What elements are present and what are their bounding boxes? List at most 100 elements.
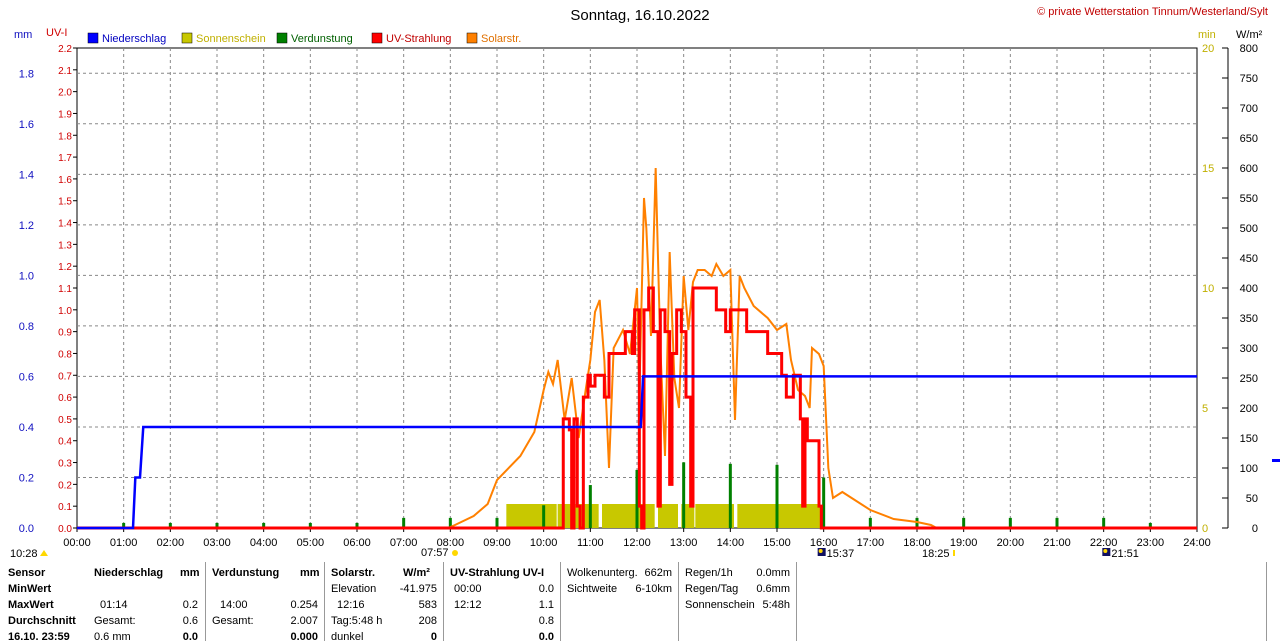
tick-mm: 1.2 (19, 220, 34, 232)
tick-x: 02:00 (157, 537, 185, 549)
sonnenschein-bar (658, 504, 678, 528)
verdunstung-bar (122, 522, 126, 528)
moon-dot (1103, 549, 1108, 553)
legend: Niederschlag Sonnenschein Verdunstung UV-St… (87, 32, 521, 45)
axis-mm-label: mm (14, 29, 32, 41)
sonnenschein-bar (506, 504, 557, 528)
row-label-min: MinWert (8, 583, 52, 595)
tick-wm2: 750 (1240, 73, 1258, 85)
axis-wm2-label: W/m² (1236, 29, 1263, 41)
solar-unit: W/m² (403, 567, 430, 579)
tick-uv: 1.5 (58, 197, 72, 208)
verdunstung-header: Verdunstung (212, 567, 280, 579)
tick-wm2: 700 (1240, 103, 1258, 115)
legend-swatch-2 (276, 32, 288, 44)
verdunstung-bar (682, 462, 686, 528)
tick-x: 20:00 (997, 537, 1025, 549)
verdunstung-panel: Verdunstung mm 14:00 0.254 Gesamt: 2.007… (205, 562, 324, 643)
tick-wm2: 150 (1240, 433, 1258, 445)
solar-panel: Solarstr. W/m² Elevation -41.975 12:16 5… (324, 562, 443, 643)
tick-x: 24:00 (1183, 537, 1211, 549)
sun-icon (40, 550, 48, 556)
sichtweite-label: Sichtweite (567, 583, 618, 595)
moon-dot (818, 549, 823, 553)
tick-uv: 0.5 (58, 415, 72, 426)
verdunstung-gesamt-value: 2.007 (290, 615, 318, 627)
verdunstung-bar (775, 464, 779, 528)
event-markers: 10:28 07:57 15:37 18:25 21:51 (10, 547, 1139, 560)
regen-panel: Regen/1h 0.0mm Regen/Tag 0.6mm Sonnensch… (678, 562, 796, 641)
sun-icon (452, 550, 458, 556)
verdunstung-bar (822, 477, 826, 528)
solar-elev-label: Elevation (331, 583, 377, 595)
axis-ticks: 0.0 0.2 0.4 0.6 0.8 1.0 1.2 1.4 1.6 1.8 0.0 0.1 0.2 0… (19, 43, 1258, 549)
regen-1h-label: Regen/1h (685, 567, 733, 579)
tick-x: 03:00 (203, 537, 231, 549)
legend-label-1: Sonnenschein (196, 33, 266, 45)
uv-max-time: 12:12 (454, 599, 482, 611)
verdunstung-bar (448, 517, 452, 528)
weather-chart: Sonntag, 16.10.2022 © private Wetterstat… (10, 6, 1280, 560)
tick-x: 10:00 (530, 537, 558, 549)
verdunstung-unit: mm (300, 567, 320, 579)
verdunstung-bar (588, 485, 592, 528)
sonnenschein-bar (602, 504, 655, 528)
verdunstung-bar (635, 469, 639, 528)
solar-dunkel-label: dunkel (331, 631, 364, 643)
niederschlag-now-extra: 0.0 (182, 631, 198, 643)
tick-wm2: 250 (1240, 373, 1258, 385)
tick-uv: 1.8 (58, 131, 72, 142)
tick-min: 5 (1202, 403, 1208, 415)
uv-now-value: 0.0 (538, 631, 554, 643)
solar-max-value: 583 (418, 599, 437, 611)
tick-wm2: 800 (1240, 43, 1258, 55)
tick-wm2: 200 (1240, 403, 1258, 415)
tick-mm: 1.6 (19, 119, 34, 131)
regen-1h-value: 0.0mm (756, 567, 790, 579)
solar-dunkel-value: 0 (430, 631, 437, 643)
row-label-now: 16.10. 23:59 (8, 631, 70, 643)
wolken-label: Wolkenunterg. (567, 567, 638, 579)
legend-swatch-4 (466, 32, 478, 44)
niederschlag-unit: mm (180, 567, 200, 579)
event-time-1: 07:57 (421, 547, 449, 559)
regen-tag-label: Regen/Tag (685, 583, 739, 595)
tick-uv: 0.7 (58, 371, 72, 382)
tick-x: 09:00 (483, 537, 511, 549)
legend-label-3: UV-Strahlung (386, 33, 451, 45)
tick-uv: 0.9 (58, 328, 72, 339)
uv-min-value: 0.0 (538, 583, 554, 595)
uv-max-value: 1.1 (538, 599, 554, 611)
scroll-marker (1272, 459, 1280, 462)
verdunstung-bar (962, 517, 966, 528)
tick-mm: 0.2 (19, 472, 34, 484)
tick-mm: 1.0 (19, 270, 34, 282)
tick-min: 20 (1202, 43, 1214, 55)
tick-uv: 0.4 (58, 437, 72, 448)
axis-uv-label: UV-I (46, 27, 67, 39)
niederschlag-panel: Niederschlag mm 01:14 0.2 Gesamt: 0.6 0.… (90, 562, 204, 643)
tick-wm2: 100 (1240, 463, 1258, 475)
sonnenschein-label: Sonnenschein (685, 599, 755, 611)
empty-panel (796, 562, 1267, 641)
tick-x: 21:00 (1043, 537, 1071, 549)
tick-wm2: 650 (1240, 133, 1258, 145)
tick-uv: 1.2 (58, 262, 72, 273)
solar-elev-value: -41.975 (399, 583, 437, 595)
tick-x: 06:00 (343, 537, 371, 549)
event-time-2: 15:37 (827, 548, 855, 560)
tick-x: 11:00 (577, 537, 604, 549)
credit-text: © private Wetterstation Tinnum/Westerlan… (1037, 6, 1268, 18)
sonnenschein-bar (737, 504, 821, 528)
uv-avg-value: 0.8 (538, 615, 554, 627)
verdunstung-bar (542, 505, 546, 528)
tick-x: 17:00 (857, 537, 885, 549)
verdunstung-bar (495, 517, 499, 528)
solar-max-time: 12:16 (337, 599, 365, 611)
tick-uv: 0.2 (58, 480, 72, 491)
tick-x: 14:00 (717, 537, 745, 549)
tick-wm2: 350 (1240, 313, 1258, 325)
tick-wm2: 450 (1240, 253, 1258, 265)
legend-label-2: Verdunstung (291, 33, 353, 45)
tick-x: 00:00 (63, 537, 91, 549)
